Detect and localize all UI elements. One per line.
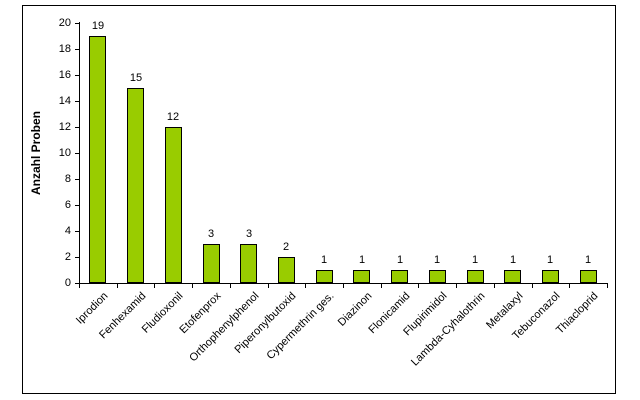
y-axis-tick <box>75 49 79 50</box>
y-axis-tick <box>75 231 79 232</box>
bar-value-label: 3 <box>207 228 215 240</box>
y-axis-tick <box>75 179 79 180</box>
x-axis-line <box>79 283 608 284</box>
bar-value-label: 12 <box>166 111 180 123</box>
x-axis-tick <box>607 284 608 288</box>
y-axis-tick <box>75 23 79 24</box>
bar <box>391 270 408 283</box>
bar-value-label: 19 <box>91 20 105 32</box>
bar <box>504 270 521 283</box>
bar <box>165 127 182 283</box>
x-axis-tick <box>418 284 419 288</box>
chart-border <box>22 5 616 394</box>
y-axis-tick <box>75 205 79 206</box>
y-axis-tick-label: 4 <box>64 225 71 237</box>
bar <box>353 270 370 283</box>
bar <box>580 270 597 283</box>
bar-value-label: 3 <box>245 228 253 240</box>
bar-value-label: 1 <box>320 254 328 266</box>
y-axis-tick <box>75 101 79 102</box>
bar-value-label: 15 <box>129 72 143 84</box>
bar <box>203 244 220 283</box>
x-axis-tick <box>456 284 457 288</box>
bar <box>467 270 484 283</box>
y-axis-line <box>79 22 80 284</box>
y-axis-tick-label: 20 <box>58 17 71 29</box>
y-axis-tick-label: 6 <box>64 199 71 211</box>
y-axis-tick-label: 10 <box>58 147 71 159</box>
bar <box>278 257 295 283</box>
bar-value-label: 1 <box>546 254 554 266</box>
y-axis-tick-label: 14 <box>58 95 71 107</box>
y-axis-tick <box>75 153 79 154</box>
x-axis-tick <box>230 284 231 288</box>
x-axis-tick <box>569 284 570 288</box>
y-axis-tick-label: 0 <box>64 277 71 289</box>
bar <box>316 270 333 283</box>
x-axis-tick <box>117 284 118 288</box>
bar-value-label: 1 <box>396 254 404 266</box>
y-axis-tick-label: 12 <box>58 121 71 133</box>
y-axis-tick-label: 18 <box>58 43 71 55</box>
bar <box>89 36 106 283</box>
y-axis-tick <box>75 257 79 258</box>
y-axis-tick <box>75 127 79 128</box>
x-axis-tick <box>268 284 269 288</box>
bar-value-label: 1 <box>471 254 479 266</box>
bar <box>542 270 559 283</box>
x-axis-tick <box>494 284 495 288</box>
x-axis-tick <box>343 284 344 288</box>
bar-value-label: 1 <box>509 254 517 266</box>
y-axis-tick-label: 8 <box>64 173 71 185</box>
x-axis-tick <box>532 284 533 288</box>
bar-value-label: 1 <box>433 254 441 266</box>
x-axis-tick <box>305 284 306 288</box>
x-axis-tick <box>79 284 80 288</box>
bar-value-label: 1 <box>584 254 592 266</box>
x-axis-tick <box>381 284 382 288</box>
y-axis-tick <box>75 75 79 76</box>
bar <box>240 244 257 283</box>
bar-value-label: 1 <box>358 254 366 266</box>
y-axis-tick-label: 16 <box>58 69 71 81</box>
y-axis-tick <box>75 283 79 284</box>
bar-value-label: 2 <box>282 241 290 253</box>
x-axis-tick <box>154 284 155 288</box>
x-axis-tick <box>192 284 193 288</box>
bar <box>429 270 446 283</box>
bar <box>127 88 144 283</box>
y-axis-tick-label: 2 <box>64 251 71 263</box>
